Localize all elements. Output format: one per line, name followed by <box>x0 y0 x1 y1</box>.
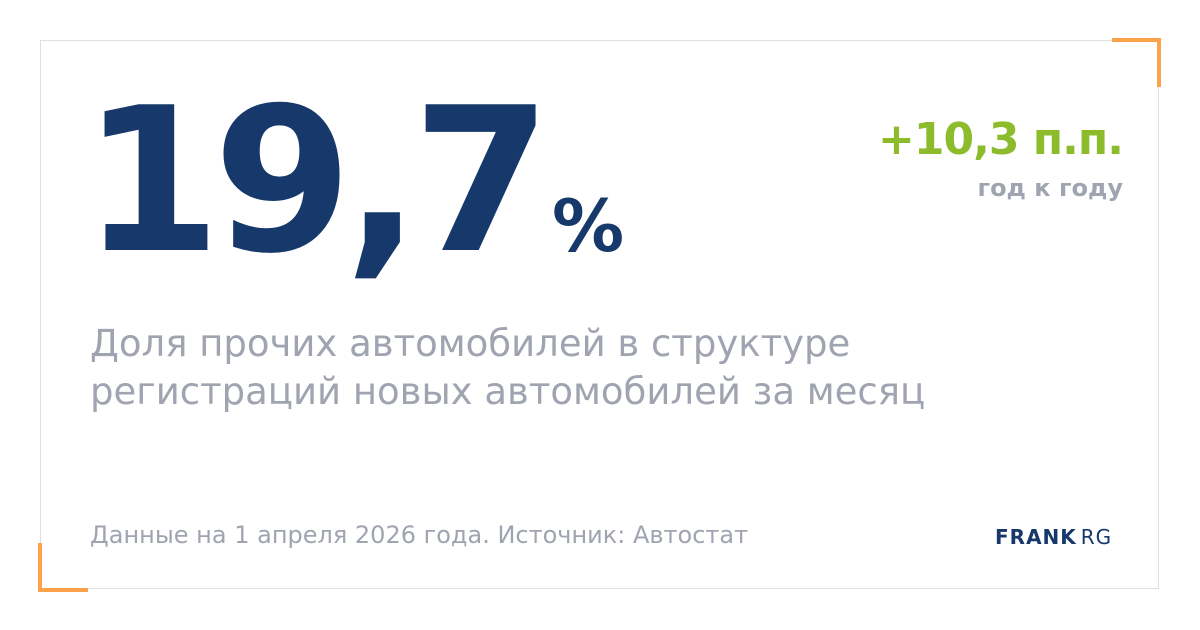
change-value: +10,3 п.п. <box>878 114 1124 165</box>
corner-accent-top-right <box>1112 38 1161 87</box>
frank-rg-logo: FRANK RG <box>995 527 1112 547</box>
card-frame <box>40 40 1159 589</box>
corner-accent-bottom-left <box>38 543 88 592</box>
metric-description: Доля прочих автомобилей в структуре реги… <box>90 322 926 413</box>
logo-brand: FRANK <box>995 525 1077 549</box>
metric-value: 19,7 <box>82 65 551 298</box>
change-label: год к году <box>977 174 1123 202</box>
logo-suffix: RG <box>1080 525 1113 549</box>
source-note: Данные на 1 апреля 2026 года. Источник: … <box>90 521 749 549</box>
metric-unit: % <box>552 184 625 268</box>
